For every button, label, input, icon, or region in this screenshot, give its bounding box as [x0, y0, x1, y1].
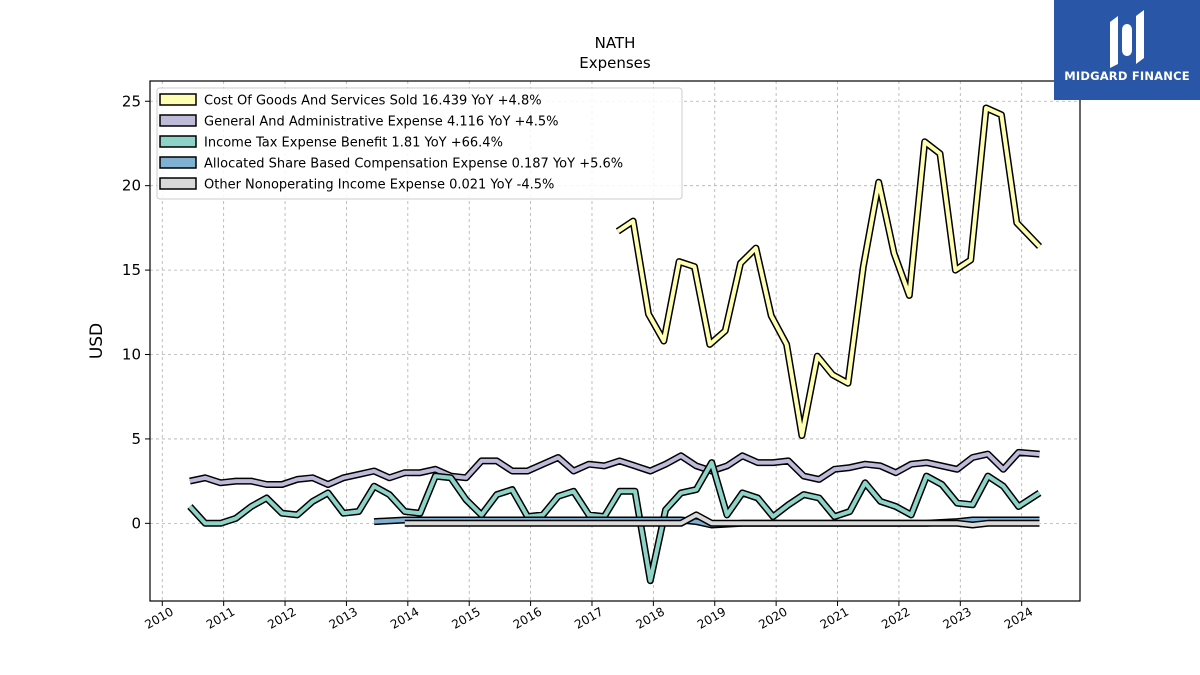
y-tick-label: 10: [122, 346, 141, 364]
legend-entry: Income Tax Expense Benefit 1.81 YoY +66.…: [204, 136, 503, 151]
series-line: [404, 512, 1040, 527]
legend-swatch: [159, 156, 197, 169]
x-tick-label: 2018: [634, 604, 667, 631]
chart-title: NATH: [595, 34, 636, 52]
x-tick-label: 2024: [1002, 604, 1035, 631]
y-tick-label: 15: [122, 261, 141, 279]
x-tick-label: 2019: [695, 604, 728, 631]
x-tick-label: 2020: [756, 604, 789, 631]
midgard-logo-icon: [1110, 10, 1144, 68]
legend-swatch: [159, 93, 197, 106]
legend-swatch: [159, 177, 197, 190]
series-line: [616, 106, 1041, 438]
x-tick-label: 2023: [940, 604, 973, 631]
series-0: [615, 104, 1043, 439]
legend-swatch: [159, 135, 197, 148]
x-tick-label: 2016: [511, 604, 544, 631]
series-4: [404, 511, 1040, 529]
y-tick-label: 0: [131, 514, 141, 532]
plot-frame: [149, 80, 1081, 602]
legend-entry: Allocated Share Based Compensation Expen…: [204, 157, 623, 172]
x-tick-label: 2017: [572, 604, 605, 631]
y-axis-label: USD: [87, 323, 107, 359]
y-tick-label: 25: [122, 92, 141, 110]
chart-subtitle: Expenses: [579, 54, 651, 72]
x-tick-label: 2010: [142, 604, 175, 631]
legend-entry: Cost Of Goods And Services Sold 16.439 Y…: [204, 94, 542, 109]
legend-entry: Other Nonoperating Income Expense 0.021 …: [204, 178, 554, 193]
brand-logo: MIDGARD FINANCE: [1054, 0, 1200, 100]
brand-name: MIDGARD FINANCE: [1064, 69, 1190, 83]
y-tick-label: 20: [122, 177, 141, 195]
y-axis: 0 5 10 15 20 25: [122, 92, 150, 532]
x-tick-label: 2012: [265, 604, 298, 631]
series-layer: [187, 104, 1043, 585]
legend-swatch: [159, 114, 197, 127]
y-tick-label: 5: [131, 430, 141, 448]
series-2: [187, 459, 1042, 585]
x-tick-label: 2011: [204, 604, 237, 631]
legend: Cost Of Goods And Services Sold 16.439 Y…: [156, 87, 683, 200]
series-line: [189, 450, 1040, 487]
x-tick-label: 2015: [449, 604, 482, 631]
x-axis: 2010 2011 2012 2013 2014 2015 2016 2017 2018 2019…: [142, 601, 1035, 632]
x-tick-label: 2014: [388, 604, 421, 631]
series-1: [189, 448, 1040, 488]
series-line: [188, 460, 1041, 583]
legend-box: [156, 87, 683, 200]
x-tick-label: 2021: [818, 604, 851, 631]
legend-entry: General And Administrative Expense 4.116…: [204, 115, 558, 130]
x-tick-label: 2022: [879, 604, 912, 631]
x-tick-label: 2013: [327, 604, 360, 631]
